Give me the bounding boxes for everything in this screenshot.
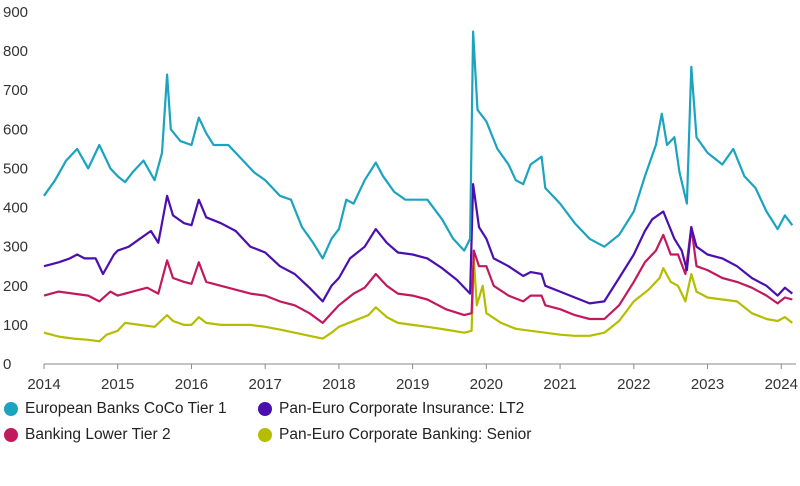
y-tick-label: 700: [3, 82, 28, 99]
y-axis-ticks: 0 100 200 300 400 500 600 700 800 900: [3, 4, 28, 373]
x-tick-label: 2024: [765, 376, 798, 393]
legend-label-1: Banking Lower Tier 2: [25, 426, 171, 443]
x-tick-label: 2016: [175, 376, 208, 393]
x-tick-label: 2020: [470, 376, 503, 393]
legend-item-2: Pan-Euro Corporate Insurance: LT2: [258, 400, 524, 418]
legend-item-0: European Banks CoCo Tier 1: [4, 400, 227, 418]
legend-label-3: Pan-Euro Corporate Banking: Senior: [279, 426, 532, 443]
y-tick-label: 300: [3, 239, 28, 256]
y-tick-label: 100: [3, 317, 28, 334]
x-tick-label: 2017: [248, 376, 281, 393]
series-line-3: [43, 257, 793, 343]
y-tick-label: 500: [3, 160, 28, 177]
series-line-1: [43, 226, 793, 324]
series-layer: [43, 30, 794, 343]
x-tick-label: 2022: [617, 376, 650, 393]
legend-marker-0: [4, 402, 18, 416]
x-tick-label: 2015: [101, 376, 134, 393]
y-tick-label: 0: [3, 356, 11, 373]
x-tick-label: 2023: [691, 376, 724, 393]
legend-item-1: Banking Lower Tier 2: [4, 426, 171, 444]
x-axis-ticks: 2014 2015 2016 2017 2018 2019 2020 2021 2022 2023…: [27, 364, 798, 393]
x-tick-label: 2021: [543, 376, 576, 393]
y-tick-label: 600: [3, 121, 28, 138]
legend-label-0: European Banks CoCo Tier 1: [25, 400, 227, 417]
y-tick-label: 900: [3, 4, 28, 21]
legend-item-3: Pan-Euro Corporate Banking: Senior: [258, 426, 531, 444]
legend-marker-2: [258, 402, 272, 416]
series-line-2: [43, 183, 793, 305]
y-tick-label: 200: [3, 278, 28, 295]
x-tick-label: 2019: [396, 376, 429, 393]
legend-marker-1: [4, 428, 18, 442]
series-line-0: [43, 30, 794, 260]
legend-marker-3: [258, 428, 272, 442]
y-tick-label: 800: [3, 43, 28, 60]
x-tick-label: 2018: [322, 376, 355, 393]
x-tick-label: 2014: [27, 376, 60, 393]
legend-label-2: Pan-Euro Corporate Insurance: LT2: [279, 400, 525, 417]
y-tick-label: 400: [3, 200, 28, 217]
